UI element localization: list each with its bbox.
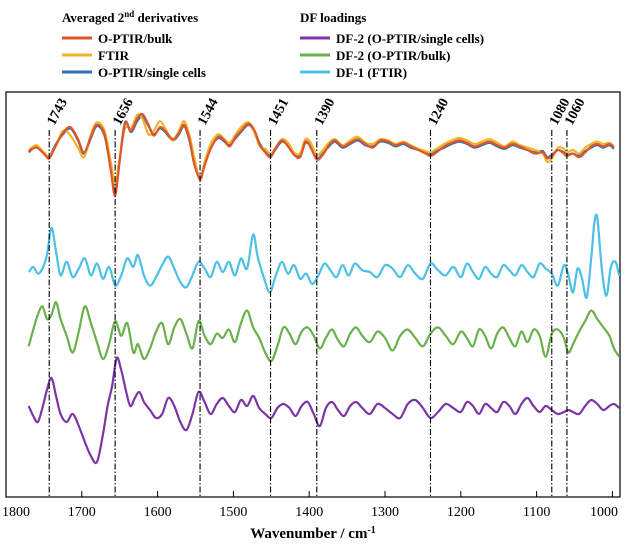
legend-entry-ftir: FTIR [62,48,130,63]
series-line-df-1-ftir [27,213,621,299]
marker-label-1451: 1451 [266,96,292,128]
legend-entry-df2-bulk: DF-2 (O-PTIR/bulk) [300,48,450,63]
x-tick-label-1400: 1400 [295,505,323,520]
legend-label-optir-single: O-PTIR/single cells [98,65,206,80]
legend-title-derivatives: Averaged 2nd derivatives [62,9,198,25]
legend-label-ftir: FTIR [98,48,130,63]
legend-label-df1-ftir: DF-1 (FTIR) [336,65,407,80]
marker-label-1390: 1390 [312,96,338,128]
series-line-df-2-o-ptir-single-cells [27,356,620,465]
marker-label-1240: 1240 [426,96,452,128]
legend-label-optir-bulk: O-PTIR/bulk [98,31,173,46]
x-tick-label-1600: 1600 [144,505,172,520]
marker-label-1743: 1743 [44,96,70,128]
legend-label-df2-bulk: DF-2 (O-PTIR/bulk) [336,48,450,63]
legend-title-df: DF loadings [300,10,366,25]
x-axis: 1800 1700 1600 1500 1400 1300 1200 1100 1000 [2,491,618,520]
series-line-ftir [28,113,615,185]
legend-group-df: DF loadings DF-2 (O-PTIR/single cells) D… [300,10,484,80]
plot-frame [5,91,621,498]
legend-entry-df2-single: DF-2 (O-PTIR/single cells) [300,31,484,46]
x-tick-label-1300: 1300 [371,505,399,520]
legend-group-derivatives: Averaged 2nd derivatives O-PTIR/bulk FTI… [62,9,206,80]
x-tick-label-1000: 1000 [590,505,618,520]
legend-entry-optir-single: O-PTIR/single cells [62,65,206,80]
legend-label-df2-single: DF-2 (O-PTIR/single cells) [336,31,484,46]
x-tick-label-1700: 1700 [68,505,96,520]
x-tick-label-1200: 1200 [447,505,475,520]
x-tick-label-1500: 1500 [219,505,247,520]
x-tick-label-1800: 1800 [2,505,30,520]
series-line-df-2-o-ptir-bulk [27,301,621,363]
marker-label-1544: 1544 [195,96,221,128]
legend: Averaged 2nd derivatives O-PTIR/bulk FTI… [62,9,484,80]
x-axis-label: Wavenumber / cm-1 [250,525,376,543]
x-tick-label-1100: 1100 [523,505,550,520]
legend-entry-df1-ftir: DF-1 (FTIR) [300,65,407,80]
legend-entry-optir-bulk: O-PTIR/bulk [62,31,173,46]
series-layer [27,112,621,465]
series-line-o-ptir-bulk [28,112,615,197]
